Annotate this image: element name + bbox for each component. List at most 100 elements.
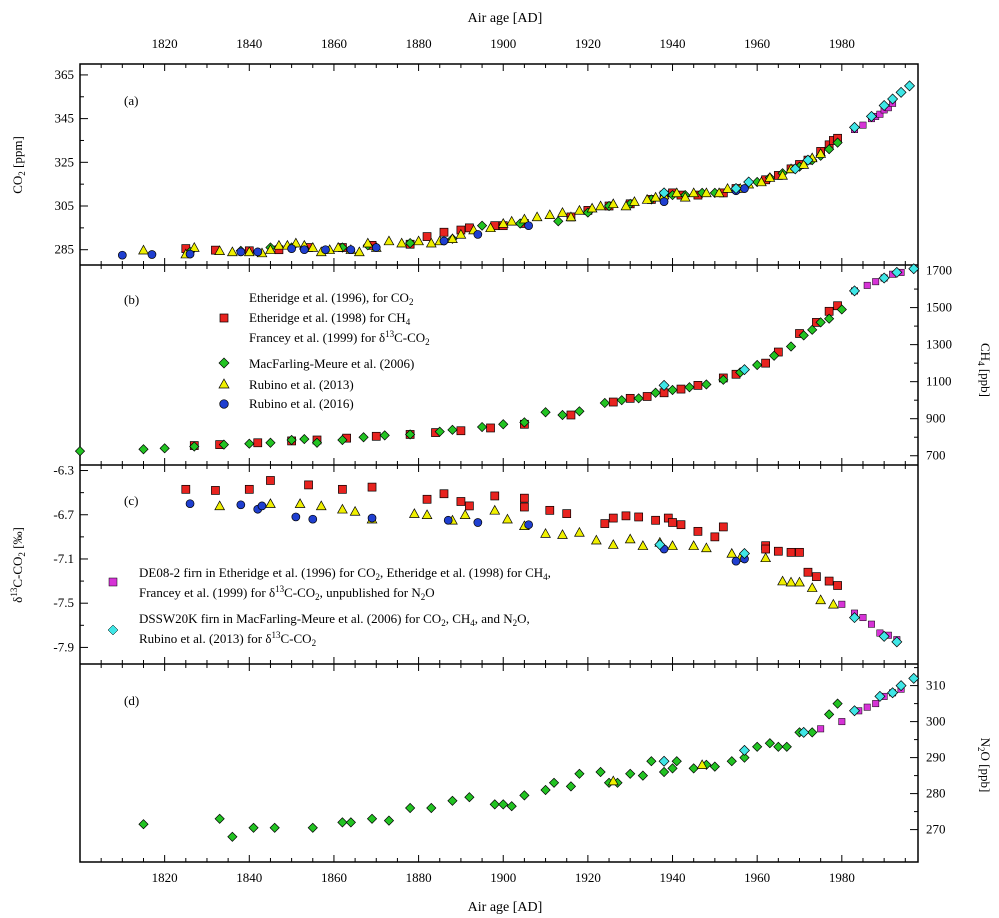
point-diamond xyxy=(426,802,437,814)
point-square xyxy=(422,232,432,241)
panel-label-c: (c) xyxy=(124,493,138,508)
point-diamond xyxy=(904,80,916,92)
point-triangle xyxy=(332,242,344,252)
point-diamond xyxy=(405,802,416,814)
x-tick-label-bottom: 1920 xyxy=(575,870,601,885)
point-square xyxy=(621,511,631,521)
point-diamond xyxy=(802,154,814,166)
point-diamond xyxy=(159,443,170,454)
y-tick-label: 1700 xyxy=(926,263,952,278)
point-diamond xyxy=(849,121,861,133)
point-diamond xyxy=(667,384,678,396)
x-tick-label-top: 1860 xyxy=(321,36,347,51)
point-square xyxy=(371,431,381,441)
point-square xyxy=(486,423,495,433)
point-diamond xyxy=(311,437,323,448)
point-triangle xyxy=(459,509,471,519)
point-circle xyxy=(291,512,301,522)
legend-main: Etheridge et al. (1996), for CO2 Etherid… xyxy=(218,290,430,411)
point-triangle xyxy=(353,246,365,257)
point-triangle xyxy=(349,505,361,516)
point-circle xyxy=(443,515,453,525)
point-triangle xyxy=(785,576,797,587)
point-diamond xyxy=(832,137,843,148)
x-tick-label-bottom: 1860 xyxy=(321,870,347,885)
point-square xyxy=(244,484,254,494)
point-diamond xyxy=(701,379,712,390)
point-diamond xyxy=(464,792,475,803)
y-tick-label: 285 xyxy=(55,242,75,257)
point-diamond xyxy=(358,432,369,443)
point-square xyxy=(876,110,884,118)
point-diamond xyxy=(738,547,750,559)
ylabel-a: CO2 [ppm] xyxy=(10,136,27,194)
point-diamond xyxy=(887,687,899,699)
point-triangle xyxy=(294,498,306,508)
point-diamond xyxy=(798,330,809,341)
point-diamond xyxy=(189,441,200,452)
point-diamond xyxy=(849,285,861,297)
point-triangle xyxy=(273,239,285,250)
point-diamond xyxy=(684,382,695,393)
point-diamond xyxy=(616,395,627,406)
point-triangle xyxy=(590,534,602,545)
svg-text:Etheridge et al. (1996), for C: Etheridge et al. (1996), for CO2 xyxy=(249,290,413,307)
y-tick-label: -7.9 xyxy=(53,639,74,654)
point-diamond xyxy=(299,433,310,445)
point-diamond xyxy=(836,304,847,315)
point-square xyxy=(693,526,703,536)
point-diamond xyxy=(519,790,530,801)
point-square xyxy=(668,518,677,527)
point-triangle xyxy=(760,552,772,563)
x-tick-label-top: 1940 xyxy=(660,36,686,51)
point-diamond xyxy=(789,163,801,175)
point-diamond xyxy=(498,799,509,810)
point-square xyxy=(859,121,867,129)
legend-marker-cyan-diamond xyxy=(107,624,119,636)
point-circle xyxy=(731,556,741,566)
point-diamond xyxy=(307,822,318,833)
y-tick-label: 700 xyxy=(926,448,946,463)
x-tick-label-top: 1900 xyxy=(490,36,516,51)
legend-entry-de08: DE08-2 firn in Etheridge et al. (1996) f… xyxy=(108,565,551,602)
point-diamond xyxy=(405,429,416,440)
point-triangle xyxy=(700,187,712,198)
point-diamond xyxy=(269,822,280,833)
point-diamond xyxy=(824,313,835,324)
panel-label-b: (b) xyxy=(124,292,139,307)
point-circle xyxy=(117,250,127,260)
point-triangle xyxy=(362,237,374,248)
point-diamond xyxy=(557,409,568,421)
y-tick-label: -6.3 xyxy=(53,463,74,478)
point-circle xyxy=(185,249,195,259)
legend-entry-macfarling: MacFarling-Meure et al. (2006) xyxy=(218,356,414,371)
point-triangle xyxy=(595,200,606,211)
point-square xyxy=(600,519,610,528)
point-diamond xyxy=(595,766,606,778)
point-square xyxy=(651,515,660,525)
y-tick-label: 270 xyxy=(926,822,946,837)
y-tick-label: 1500 xyxy=(926,300,952,315)
point-diamond xyxy=(671,756,682,767)
y-tick-label: 345 xyxy=(55,111,75,126)
point-square xyxy=(761,358,770,368)
point-triangle xyxy=(557,529,568,539)
point-diamond xyxy=(345,817,356,828)
point-square xyxy=(634,512,644,522)
x-tick-label-top: 1960 xyxy=(744,36,770,51)
point-diamond xyxy=(849,612,861,624)
point-circle xyxy=(367,513,377,523)
point-diamond xyxy=(248,822,259,833)
x-tick-label-top: 1820 xyxy=(152,36,178,51)
point-triangle xyxy=(667,540,678,550)
legend-marker-green-diamond xyxy=(218,357,230,369)
point-triangle xyxy=(756,176,767,187)
y-tick-label: -6.7 xyxy=(53,507,74,522)
point-square xyxy=(773,546,783,556)
ylabel-c: δ13C-CO2 [‰] xyxy=(9,527,27,603)
y-tick-label: 305 xyxy=(55,198,75,213)
point-diamond xyxy=(265,437,276,448)
point-diamond xyxy=(824,144,835,155)
point-circle xyxy=(236,247,246,257)
point-triangle xyxy=(383,235,395,246)
